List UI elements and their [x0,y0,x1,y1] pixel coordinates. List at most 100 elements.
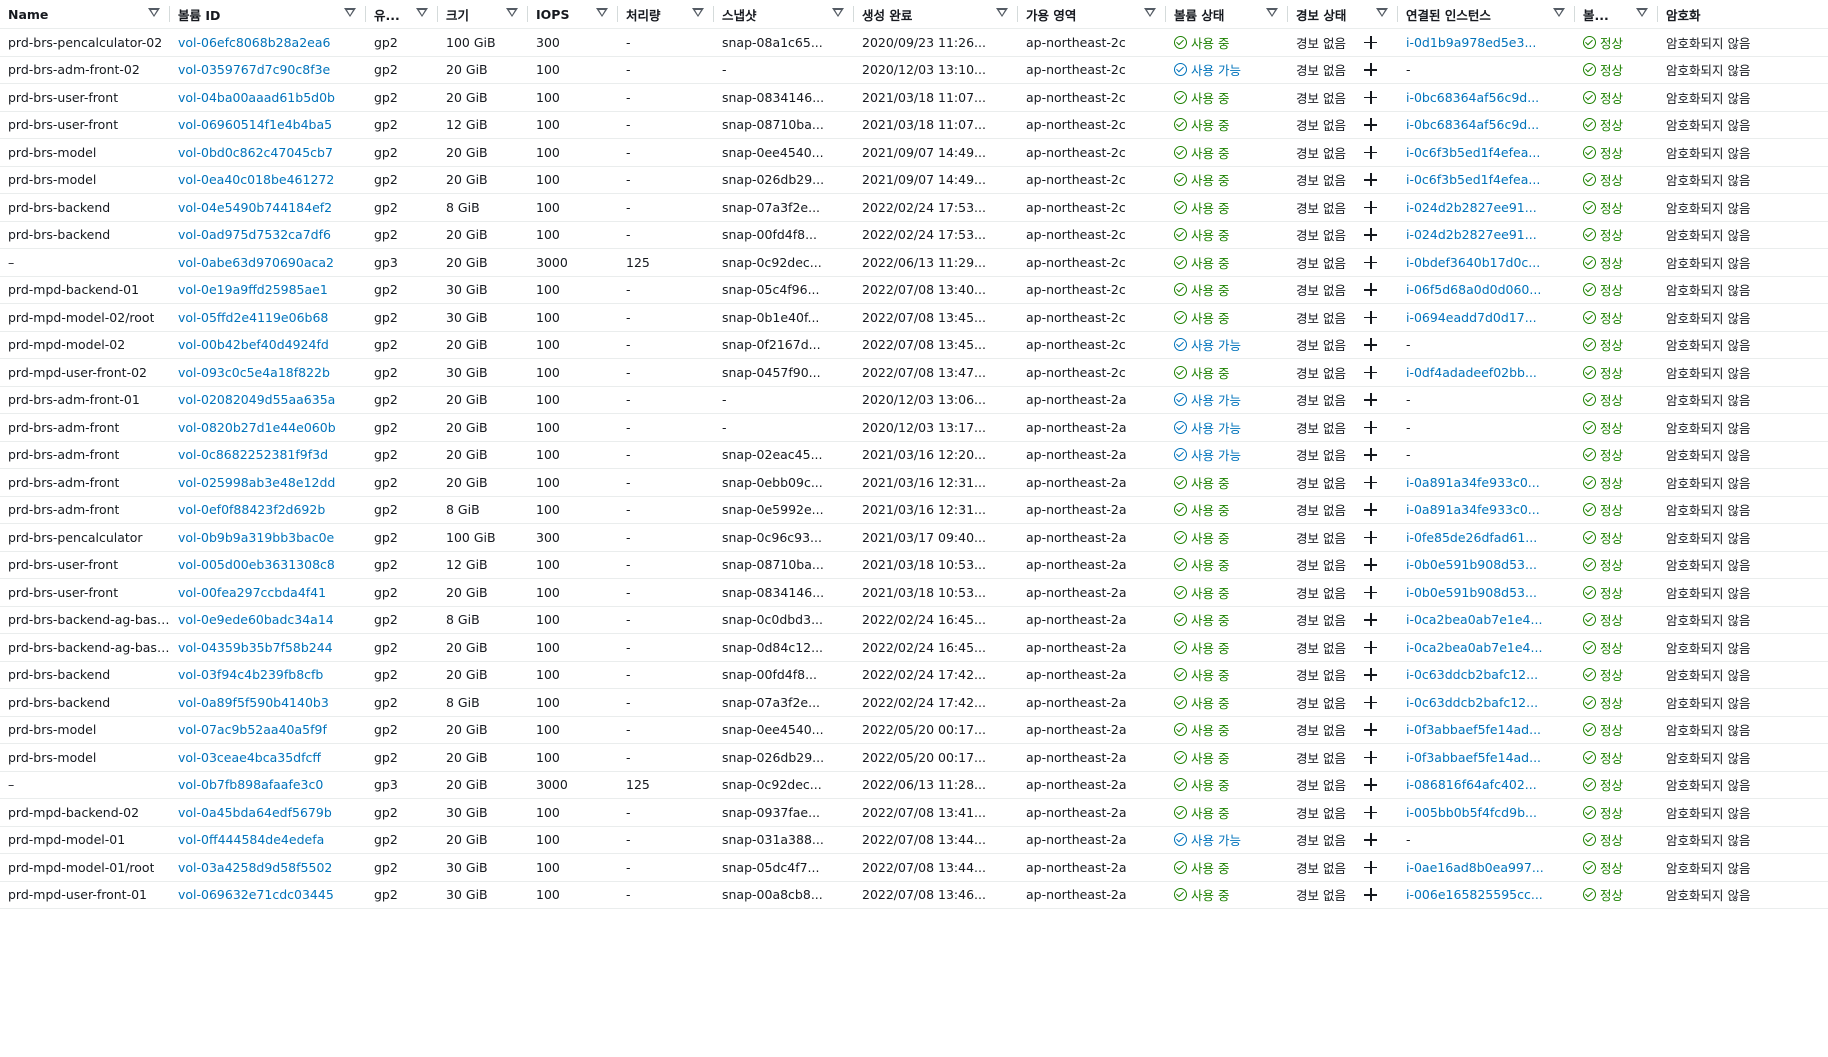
attached-instance-link-text[interactable]: i-06f5d68a0d0d060... [1406,282,1542,298]
volume-id-link[interactable]: vol-03ceae4bca35dfcff [170,744,366,771]
attached-instance-link-text[interactable]: i-086816f64afc402... [1406,777,1537,793]
volume-id-link-text[interactable]: vol-06efc8068b28a2ea6 [178,34,331,50]
table-row[interactable]: prd-brs-pencalculator-02 vol-06efc8068b28… [0,29,1828,57]
attached-instance-link-text[interactable]: i-0f3abbaef5fe14ad... [1406,749,1542,765]
attached-instance-link-text[interactable]: i-0694eadd7d0d17... [1406,309,1537,325]
volume-id-link[interactable]: vol-005d00eb3631308c8 [170,552,366,579]
table-row[interactable]: prd-brs-user-front vol-005d00eb3631308c8 g… [0,552,1828,579]
attached-instance-link[interactable]: i-0694eadd7d0d17... [1398,304,1575,331]
column-header-volume-state[interactable]: 볼륨 상태 [1166,0,1288,28]
volume-id-link-text[interactable]: vol-04359b35b7f58b244 [178,639,333,655]
sort-filter-icon[interactable] [1553,8,1565,17]
attached-instance-link-text[interactable]: i-024d2b2827ee91... [1406,227,1537,243]
attached-instance-link-text[interactable]: i-0b0e591b908d53... [1406,557,1537,573]
volume-id-link[interactable]: vol-03a4258d9d58f5502 [170,854,366,881]
volume-id-link-text[interactable]: vol-093c0c5e4a18f822b [178,364,330,380]
volume-id-link-text[interactable]: vol-03ceae4bca35dfcff [178,749,321,765]
add-alarm-icon[interactable] [1363,35,1377,49]
attached-instance-link-text[interactable]: i-0fe85de26dfad61... [1406,529,1538,545]
attached-instance-link-text[interactable]: i-0a891a34fe933c0... [1406,502,1540,518]
table-row[interactable]: prd-brs-adm-front-02 vol-0359767d7c90c8f3… [0,57,1828,84]
volume-id-link[interactable]: vol-00fea297ccbda4f41 [170,579,366,606]
column-header-az[interactable]: 가용 영역 [1018,0,1166,28]
volume-id-link-text[interactable]: vol-069632e71cdc03445 [178,887,334,903]
sort-filter-icon[interactable] [596,8,608,17]
volume-id-link[interactable]: vol-03f94c4b239fb8cfb [170,662,366,689]
attached-instance-link[interactable]: i-086816f64afc402... [1398,772,1575,799]
column-divider[interactable] [1574,6,1575,22]
attached-instance-link[interactable]: i-0b0e591b908d53... [1398,552,1575,579]
attached-instance-link[interactable]: i-0ae16ad8b0ea997... [1398,854,1575,881]
volume-id-link[interactable]: vol-00b42bef40d4924fd [170,332,366,359]
volume-id-link-text[interactable]: vol-0359767d7c90c8f3e [178,62,331,78]
column-divider[interactable] [437,6,438,22]
table-row[interactable]: prd-mpd-backend-02 vol-0a45bda64edf5679b g… [0,799,1828,827]
column-header-iops[interactable]: IOPS [528,0,618,28]
table-row[interactable]: prd-mpd-user-front-02 vol-093c0c5e4a18f82… [0,359,1828,387]
column-divider[interactable] [1287,6,1288,22]
attached-instance-link[interactable]: i-024d2b2827ee91... [1398,194,1575,221]
table-row[interactable]: prd-brs-model vol-0ea40c018be461272 gp2 20 … [0,167,1828,194]
volume-id-link[interactable]: vol-04ba00aaad61b5d0b [170,84,366,111]
table-row[interactable]: prd-brs-adm-front vol-0820b27d1e44e060b gp… [0,414,1828,442]
volume-id-link-text[interactable]: vol-0820b27d1e44e060b [178,419,336,435]
column-divider[interactable] [1397,6,1398,22]
attached-instance-link[interactable]: i-0bc68364af56c9d... [1398,112,1575,139]
volume-id-link[interactable]: vol-0ad975d7532ca7df6 [170,222,366,249]
add-alarm-icon[interactable] [1363,750,1377,764]
table-row[interactable]: prd-brs-backend vol-03f94c4b239fb8cfb gp2 2… [0,662,1828,689]
column-divider[interactable] [365,6,366,22]
column-header-volume-id[interactable]: 볼륨 ID [170,0,366,28]
column-divider[interactable] [853,6,854,22]
add-alarm-icon[interactable] [1363,778,1377,792]
add-alarm-icon[interactable] [1363,723,1377,737]
attached-instance-link-text[interactable]: i-0f3abbaef5fe14ad... [1406,722,1542,738]
volume-id-link[interactable]: vol-0ff444584de4edefa [170,827,366,854]
sort-filter-icon[interactable] [1636,8,1648,17]
add-alarm-icon[interactable] [1363,860,1377,874]
volume-id-link-text[interactable]: vol-03a4258d9d58f5502 [178,859,333,875]
table-row[interactable]: – vol-0abe63d970690aca2 gp3 20 GiB 3000 125 sn… [0,249,1828,277]
volume-id-link[interactable]: vol-0b9b9a319bb3bac0e [170,524,366,551]
volume-id-link-text[interactable]: vol-025998ab3e48e12dd [178,474,336,490]
volume-id-link-text[interactable]: vol-00fea297ccbda4f41 [178,584,327,600]
attached-instance-link[interactable]: i-0ca2bea0ab7e1e4... [1398,607,1575,634]
volume-id-link[interactable]: vol-0ea40c018be461272 [170,167,366,194]
table-row[interactable]: prd-brs-model vol-03ceae4bca35dfcff gp2 20 … [0,744,1828,772]
attached-instance-link[interactable]: i-0f3abbaef5fe14ad... [1398,717,1575,744]
add-alarm-icon[interactable] [1363,558,1377,572]
volume-id-link[interactable]: vol-02082049d55aa635a [170,387,366,414]
table-row[interactable]: prd-mpd-model-01/root vol-03a4258d9d58f55… [0,854,1828,882]
attached-instance-link[interactable]: i-06f5d68a0d0d060... [1398,277,1575,304]
volume-id-link-text[interactable]: vol-05ffd2e4119e06b68 [178,309,329,325]
attached-instance-link-text[interactable]: i-0c6f3b5ed1f4efea... [1406,144,1541,160]
volume-id-link[interactable]: vol-093c0c5e4a18f822b [170,359,366,386]
attached-instance-link-text[interactable]: i-0bdef3640b17d0c... [1406,254,1541,270]
volume-id-link[interactable]: vol-0c8682252381f9f3d [170,442,366,469]
sort-filter-icon[interactable] [148,8,160,17]
volume-id-link[interactable]: vol-025998ab3e48e12dd [170,469,366,496]
column-divider[interactable] [1657,6,1658,22]
add-alarm-icon[interactable] [1363,503,1377,517]
add-alarm-icon[interactable] [1363,640,1377,654]
volume-id-link[interactable]: vol-0359767d7c90c8f3e [170,57,366,84]
attached-instance-link-text[interactable]: i-0ca2bea0ab7e1e4... [1406,639,1543,655]
volume-id-link-text[interactable]: vol-03f94c4b239fb8cfb [178,667,324,683]
column-divider[interactable] [169,6,170,22]
volume-id-link-text[interactable]: vol-0ad975d7532ca7df6 [178,227,331,243]
add-alarm-icon[interactable] [1363,63,1377,77]
attached-instance-link[interactable]: i-0c6f3b5ed1f4efea... [1398,167,1575,194]
table-row[interactable]: prd-mpd-model-01 vol-0ff444584de4edefa gp2… [0,827,1828,854]
table-row[interactable]: prd-brs-backend-ag-base... vol-0e9ede60ba… [0,607,1828,634]
add-alarm-icon[interactable] [1363,475,1377,489]
add-alarm-icon[interactable] [1363,173,1377,187]
column-header-size[interactable]: 크기 [438,0,528,28]
add-alarm-icon[interactable] [1363,200,1377,214]
volume-id-link-text[interactable]: vol-0ef0f88423f2d692b [178,502,326,518]
sort-filter-icon[interactable] [506,8,518,17]
column-divider[interactable] [1017,6,1018,22]
table-row[interactable]: prd-brs-adm-front vol-025998ab3e48e12dd gp… [0,469,1828,497]
table-row[interactable]: prd-brs-pencalculator vol-0b9b9a319bb3bac… [0,524,1828,552]
attached-instance-link[interactable]: i-0ca2bea0ab7e1e4... [1398,634,1575,661]
sort-filter-icon[interactable] [996,8,1008,17]
